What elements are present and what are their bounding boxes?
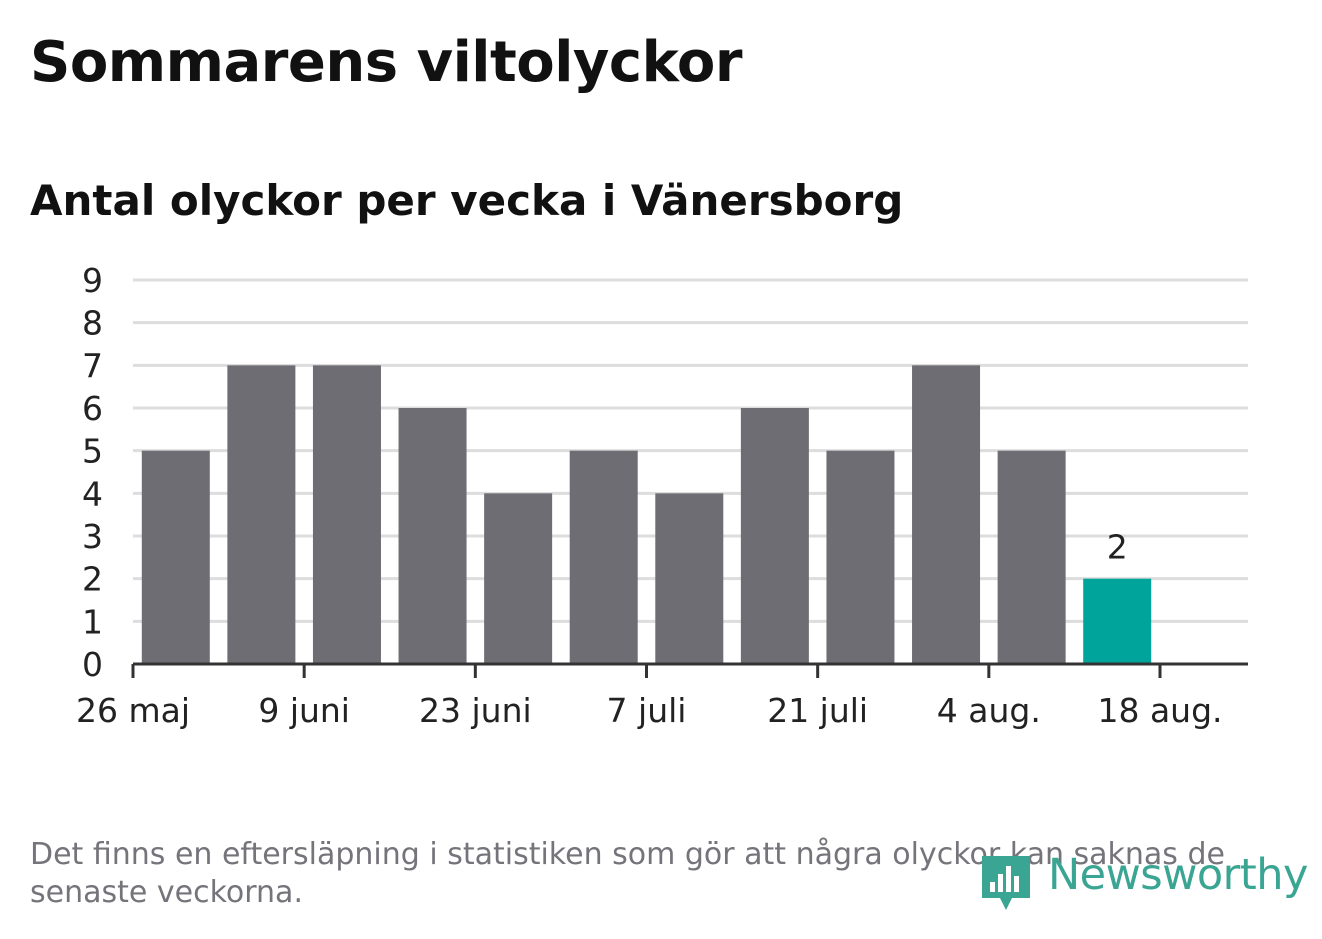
y-tick-label: 1 (82, 602, 103, 641)
bar (141, 450, 210, 664)
bar (826, 450, 895, 664)
bar (1083, 578, 1152, 664)
x-axis: 26 maj 9 juni 23 juni 7 juli 21 juli 4 aug. 18… (76, 662, 1248, 730)
newsworthy-logo: Newsworthy (978, 850, 1308, 914)
bar (569, 450, 638, 664)
y-tick-label: 0 (82, 645, 103, 684)
x-tick-label: 18 aug. (1097, 691, 1222, 730)
chart-title: Sommarens viltolyckor (30, 30, 742, 95)
x-tick-label: 7 juli (607, 691, 687, 730)
x-tick-label: 26 maj (76, 691, 190, 730)
bar (740, 408, 809, 664)
y-axis: 0 12 3 45 6 78 9 (82, 261, 103, 684)
bar (312, 365, 381, 664)
bars (141, 365, 1152, 664)
y-tick-label: 5 (82, 432, 103, 471)
bar (912, 365, 981, 664)
footnote: Det finns en eftersläpning i statistiken… (30, 837, 1225, 910)
y-tick-label: 4 (82, 474, 103, 513)
x-tick-label: 23 juni (419, 691, 532, 730)
bar (655, 493, 724, 664)
data-labels: 2 (1107, 528, 1128, 567)
x-tick-label: 21 juli (767, 691, 868, 730)
bar (227, 365, 296, 664)
y-tick-label: 2 (82, 560, 103, 599)
chart-logo-icon (982, 856, 1030, 910)
logo-text: Newsworthy (1048, 850, 1308, 900)
chart-subtitle: Antal olyckor per vecka i Vänersborg (30, 176, 904, 225)
y-tick-label: 3 (82, 517, 103, 556)
bar (997, 450, 1066, 664)
x-tick-label: 9 juni (258, 691, 350, 730)
bar (398, 408, 467, 664)
y-tick-label: 7 (82, 346, 103, 385)
data-label: 2 (1107, 528, 1128, 567)
bar (484, 493, 553, 664)
y-tick-label: 6 (82, 389, 103, 428)
y-tick-label: 8 (82, 304, 103, 343)
x-tick-label: 4 aug. (937, 691, 1041, 730)
y-tick-label: 9 (82, 261, 103, 300)
